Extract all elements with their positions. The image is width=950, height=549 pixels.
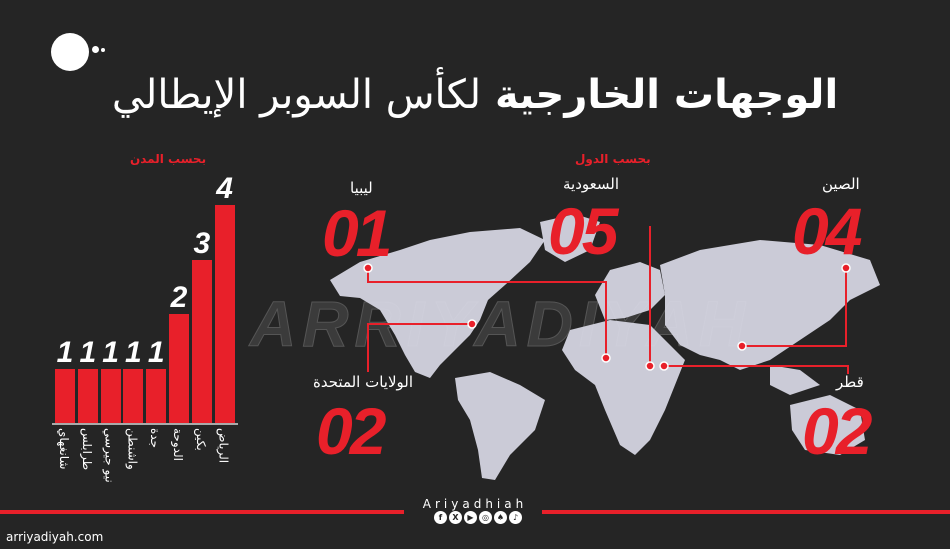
bar-value-label: 1: [125, 335, 142, 369]
marker-qatar: [659, 361, 669, 371]
bar-value-label: 1: [147, 335, 165, 369]
city-label: الدوحة: [171, 428, 185, 461]
title-light: لكأس السوبر الإيطالي: [111, 72, 482, 118]
bar-value-label: 2: [170, 281, 188, 314]
bar-6: [191, 259, 212, 423]
marker-china: [737, 341, 747, 351]
city-label: شانغهاي: [57, 428, 71, 470]
footer-line-right: [542, 510, 950, 514]
tiktok-icon[interactable]: ♪: [509, 511, 522, 524]
logo: [51, 33, 89, 71]
marker-usa: [467, 319, 477, 329]
bar-value-label: 1: [79, 335, 97, 369]
city-label: واشنطن: [125, 428, 140, 470]
connector-lines: [367, 226, 849, 374]
country-saudi: السعودية: [563, 175, 620, 193]
qatar-line: [664, 365, 849, 374]
greenland: [540, 214, 600, 262]
facebook-icon[interactable]: f: [434, 511, 447, 524]
north-america: [330, 228, 545, 378]
country-libya: ليبيا: [350, 179, 373, 197]
bar-4: [146, 368, 167, 423]
europe: [595, 262, 665, 320]
city-label: جدة: [148, 428, 163, 449]
australia: [790, 395, 865, 455]
social-icons: f X ▶ ◎ ♠ ♪: [434, 511, 522, 524]
title-bold: الوجهات الخارجية: [494, 72, 839, 118]
logo-dot: [101, 48, 105, 52]
count-usa: 02: [316, 394, 386, 468]
snapchat-icon[interactable]: ♠: [494, 511, 507, 524]
asia: [660, 240, 880, 370]
marker-libya: [601, 353, 611, 363]
city-label: الرياض: [216, 428, 231, 464]
bar-value-label: 3: [193, 226, 211, 260]
countries-subtitle: بحسب الدول: [575, 152, 651, 166]
southeast-asia: [770, 365, 820, 395]
city-label: نيو جيرسي: [102, 428, 117, 483]
x-axis: [52, 423, 238, 425]
city-label: طرابلس: [79, 428, 94, 471]
marker-china-start: [841, 263, 851, 273]
city-label: بكين: [193, 428, 208, 451]
website-url[interactable]: arriyadiyah.com: [6, 530, 104, 544]
markers: [363, 263, 851, 371]
brand-name: Ariyadhiah: [422, 497, 528, 511]
marker-libya-start: [363, 263, 373, 273]
bar-0: [55, 368, 75, 423]
country-china: الصين: [822, 175, 860, 193]
continents: [330, 214, 880, 480]
libya-line: [367, 268, 607, 358]
bar-value-label: 1: [56, 335, 74, 369]
count-saudi: 05: [548, 194, 618, 268]
usa-line: [367, 323, 472, 372]
x-icon[interactable]: X: [449, 511, 462, 524]
bar-7: [214, 205, 235, 423]
bar-value-label: 4: [216, 172, 233, 205]
count-libya: 01: [322, 196, 392, 270]
footer-line-left: [0, 510, 404, 514]
youtube-icon[interactable]: ▶: [464, 511, 477, 524]
country-usa: الولايات المتحدة: [313, 373, 414, 391]
bar-5: [169, 314, 189, 423]
instagram-icon[interactable]: ◎: [479, 511, 492, 524]
cities-subtitle: بحسب المدن: [130, 152, 207, 166]
africa: [562, 320, 685, 455]
bar-value-label: 1: [102, 335, 119, 369]
country-qatar: قطر: [836, 373, 864, 391]
page-title: الوجهات الخارجية لكأس السوبر الإيطالي: [0, 72, 950, 118]
count-qatar: 02: [802, 394, 872, 468]
marker-saudi: [645, 361, 655, 371]
china-line: [742, 268, 847, 347]
bar-3: [123, 368, 144, 423]
logo-dot: [92, 46, 99, 53]
bar-2: [100, 368, 121, 423]
count-china: 04: [792, 194, 862, 268]
south-america: [455, 372, 545, 480]
bar-1: [77, 368, 98, 423]
